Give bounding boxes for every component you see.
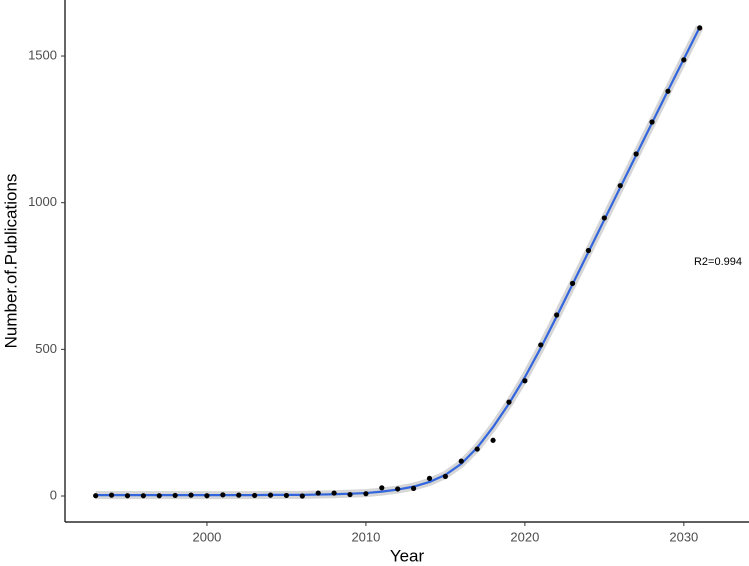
y-tick-label: 1000: [28, 194, 57, 209]
point: [315, 490, 321, 496]
point: [299, 493, 305, 499]
point: [236, 492, 242, 498]
point: [204, 493, 210, 499]
point: [458, 458, 464, 464]
point: [252, 492, 258, 499]
point: [697, 25, 703, 31]
point: [442, 473, 448, 479]
point: [395, 486, 401, 492]
point: [124, 493, 131, 499]
point: [410, 485, 417, 491]
point: [554, 312, 560, 318]
point: [220, 492, 226, 498]
point: [601, 215, 607, 221]
point: [490, 437, 496, 443]
point: [347, 491, 353, 498]
x-tick-label: 2030: [669, 529, 698, 544]
point: [506, 399, 512, 405]
point: [633, 151, 639, 157]
point: [267, 492, 274, 498]
point: [426, 475, 433, 482]
y-tick-label: 1500: [28, 47, 57, 62]
point: [538, 342, 544, 348]
point: [93, 493, 99, 499]
point: [172, 492, 178, 499]
x-tick-label: 2000: [192, 529, 221, 544]
y-tick-label: 500: [35, 341, 57, 356]
x-tick-label: 2020: [510, 529, 539, 544]
point: [681, 57, 687, 63]
point: [140, 493, 146, 499]
point: [617, 183, 623, 189]
fit-band: [95, 25, 704, 500]
y-axis-title: Number.of.Publications: [1, 174, 20, 349]
x-axis-title: Year: [390, 546, 425, 565]
point: [363, 491, 369, 497]
point: [283, 492, 290, 499]
fit-line: [95, 26, 701, 497]
point: [665, 88, 671, 94]
point: [188, 492, 194, 498]
point: [585, 247, 592, 254]
point: [331, 490, 337, 496]
point: [379, 485, 385, 491]
point: [522, 378, 528, 384]
y-tick-label: 0: [50, 487, 57, 502]
point: [108, 492, 115, 498]
point: [474, 446, 480, 452]
x-tick-label: 2010: [351, 529, 380, 544]
annotation: R2=0.994: [694, 256, 742, 268]
point: [569, 280, 576, 286]
point: [156, 493, 162, 499]
point: [649, 119, 655, 125]
